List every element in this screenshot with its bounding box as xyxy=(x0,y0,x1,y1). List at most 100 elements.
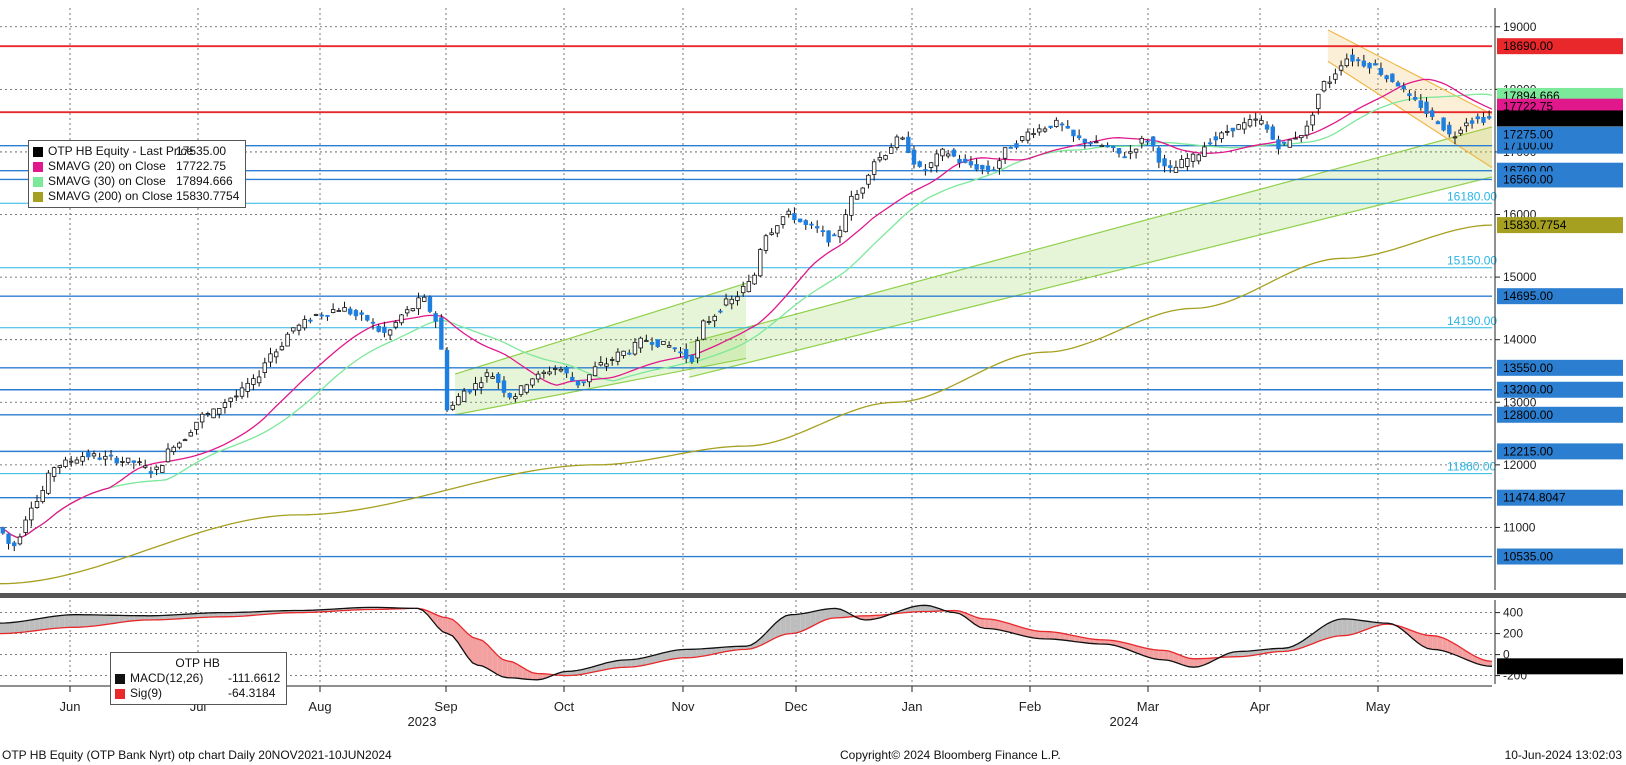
candle-up xyxy=(1293,137,1298,140)
macd-histogram-fill xyxy=(49,616,55,629)
macd-histogram-fill xyxy=(775,618,781,638)
macd-histogram-fill xyxy=(815,610,821,625)
macd-histogram-fill xyxy=(9,622,15,634)
legend-name: SMAVG (200) on Close xyxy=(48,189,173,203)
macd-histogram-fill xyxy=(432,613,438,628)
candle-up xyxy=(1344,58,1349,67)
macd-histogram-fill xyxy=(109,615,115,624)
candle-up xyxy=(1259,120,1264,125)
candle-up xyxy=(780,216,786,225)
candle-up xyxy=(330,309,336,313)
candle-up xyxy=(877,157,883,161)
candle-down xyxy=(1014,143,1019,148)
candle-down xyxy=(985,165,991,172)
footer-copyright: Copyright© 2024 Bloomberg Finance L.P. xyxy=(840,748,1061,762)
level-tag xyxy=(1497,38,1623,55)
legend-value: 17894.666 xyxy=(176,174,233,188)
candle-down xyxy=(792,213,797,221)
macd-histogram-fill xyxy=(1487,660,1492,667)
macd-histogram-fill xyxy=(139,615,145,621)
macd-histogram-fill xyxy=(79,614,85,628)
macd-histogram-fill xyxy=(487,644,493,672)
trend-channel-upper xyxy=(1327,29,1493,115)
candle-down xyxy=(365,315,370,321)
macd-histogram-fill xyxy=(989,619,995,630)
candle-up xyxy=(1185,157,1190,167)
macd-histogram-fill xyxy=(512,661,518,679)
legend-entry-last-price: OTP HB Equity - Last Price 17535.00 xyxy=(33,144,239,159)
signal-line xyxy=(0,607,1493,677)
candle-up xyxy=(695,340,700,359)
macd-histogram-fill xyxy=(984,618,990,629)
macd-histogram-fill xyxy=(24,620,30,632)
x-axis-month-label: Oct xyxy=(554,699,575,714)
level-tag-label: 12215.00 xyxy=(1503,444,1553,458)
candle-up xyxy=(1139,138,1144,144)
legend-name: SMAVG (30) on Close xyxy=(48,174,166,188)
candle-up xyxy=(416,297,421,310)
candle-up xyxy=(1196,154,1201,162)
candle-down xyxy=(820,230,826,233)
macd-histogram-fill xyxy=(1153,649,1159,660)
candle-down xyxy=(1378,67,1384,75)
candle-up xyxy=(336,310,342,312)
macd-histogram-fill xyxy=(1188,658,1194,668)
candle-up xyxy=(1202,146,1207,157)
price-axis-tick-label: 15000 xyxy=(1503,270,1537,284)
candle-down xyxy=(1424,101,1429,114)
candle-up xyxy=(666,345,672,348)
level-label: 15150.00 xyxy=(1447,254,1497,268)
macd-histogram-fill xyxy=(39,617,45,631)
macd-histogram-fill xyxy=(1049,631,1055,640)
main-grid xyxy=(0,8,1492,590)
candle-down xyxy=(968,161,974,166)
candle-up xyxy=(205,413,211,415)
macd-histogram-fill xyxy=(979,618,985,629)
macd-histogram-fill xyxy=(114,615,120,624)
macd-histogram-fill xyxy=(492,649,498,675)
macd-histogram-fill xyxy=(830,608,836,619)
macd-histogram-fill xyxy=(1298,640,1304,649)
candle-down xyxy=(1088,142,1093,145)
candle-down xyxy=(1350,54,1355,62)
candle-down xyxy=(1116,148,1122,154)
macd-histogram-fill xyxy=(636,658,642,667)
candle-up xyxy=(404,309,410,314)
macd-histogram-fill xyxy=(522,667,528,680)
candle-up xyxy=(473,383,478,391)
macd-histogram-fill xyxy=(44,616,50,630)
candle-up xyxy=(934,153,939,167)
candle-up xyxy=(177,442,182,448)
candle-up xyxy=(945,153,951,157)
macd-histogram-fill xyxy=(1193,658,1199,668)
macd-histogram-fill xyxy=(601,662,607,671)
candle-down xyxy=(131,460,137,463)
macd-histogram-fill xyxy=(1029,629,1035,639)
candle-down xyxy=(1441,117,1446,131)
candle-up xyxy=(23,519,28,533)
macd-histogram-fill xyxy=(915,605,921,612)
x-axis-month-label: Mar xyxy=(1137,699,1160,714)
candle-down xyxy=(1059,123,1065,126)
candle-up xyxy=(1333,73,1338,80)
macd-histogram-fill xyxy=(611,660,617,669)
candle-up xyxy=(1190,153,1196,162)
macd-histogram-fill xyxy=(1278,648,1284,652)
x-axis-month-label: Sep xyxy=(434,699,457,714)
candle-down xyxy=(108,454,114,457)
candle-down xyxy=(1447,124,1452,135)
macd-histogram-fill xyxy=(129,615,135,622)
candle-down xyxy=(1355,59,1361,62)
candle-up xyxy=(1327,81,1332,84)
macd-histogram-fill xyxy=(1442,637,1448,653)
macd-histogram-fill xyxy=(89,614,95,627)
y-axis: 1100012000130001400015000160001700018000… xyxy=(1494,8,1537,684)
candle-down xyxy=(1481,116,1486,123)
candle-up xyxy=(478,382,484,388)
macd-histogram-fill xyxy=(0,622,5,634)
candle-down xyxy=(832,234,837,237)
candle-down xyxy=(991,169,996,172)
macd-histogram-fill xyxy=(154,615,160,620)
macd-histogram-fill xyxy=(1303,637,1308,648)
macd-histogram-fill xyxy=(1138,646,1144,656)
